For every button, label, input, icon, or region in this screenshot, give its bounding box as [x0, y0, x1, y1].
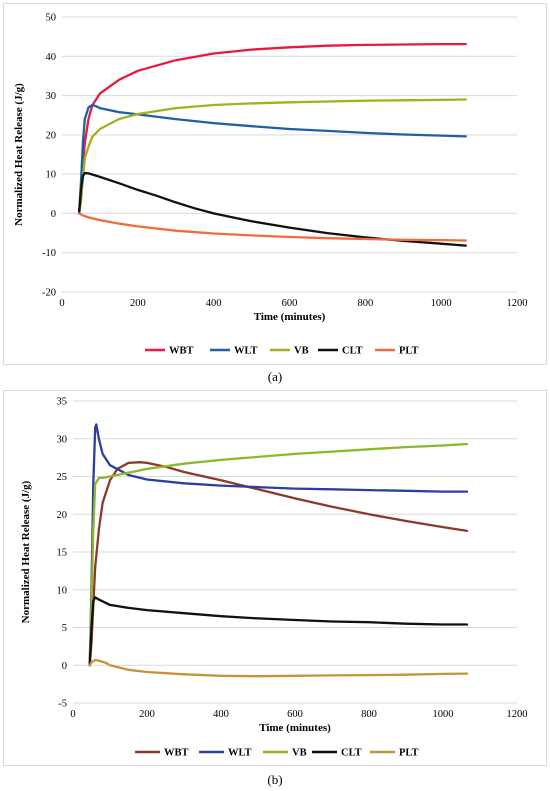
y-tick-label: 0	[62, 661, 67, 672]
y-tick-label: 20	[57, 510, 68, 521]
x-tick-label: 800	[357, 298, 373, 309]
legend-label-wlt: WLT	[234, 346, 258, 357]
x-axis-title: Time (minutes)	[259, 722, 331, 734]
series-line-plt	[88, 658, 469, 678]
y-tick-label: 30	[46, 91, 57, 102]
x-tick-label: 600	[282, 298, 298, 309]
series-line-wbt	[88, 461, 469, 667]
y-tick-label: 0	[51, 209, 56, 220]
chart-panel-a	[3, 3, 547, 365]
series-line-wbt	[77, 42, 467, 215]
x-tick-label: 400	[206, 298, 222, 309]
x-tick-label: 1000	[431, 298, 452, 309]
x-tick-label: 1000	[433, 709, 454, 720]
x-tick-label: 200	[130, 298, 146, 309]
legend-label-wbt: WBT	[164, 748, 189, 759]
y-axis-title: Normalized Heat Release (J/g)	[13, 83, 25, 226]
y-tick-label: 10	[57, 585, 68, 596]
series-line-vb	[77, 98, 467, 215]
y-tick-label: -10	[42, 248, 56, 259]
y-tick-label: 35	[57, 397, 68, 408]
legend-label-plt: PLT	[399, 346, 418, 357]
legend-label-vb: VB	[292, 748, 307, 759]
x-tick-label: 0	[70, 709, 75, 720]
legend-label-clt: CLT	[342, 346, 363, 357]
y-tick-label: 10	[46, 170, 57, 181]
y-tick-label: 30	[57, 434, 68, 445]
legend-label-wbt: WBT	[169, 346, 194, 357]
y-tick-label: 40	[46, 52, 57, 63]
chart-a: -20 -10 0 10 20 30 40 50 0 200 400 600 800 1000 1200 Ti…	[13, 13, 528, 357]
x-tick-label: 600	[287, 709, 303, 720]
series-line-plt	[77, 212, 467, 242]
legend-label-clt: CLT	[341, 748, 362, 759]
y-axis-title: Normalized Heat Release (J/g)	[20, 480, 32, 623]
figure-caption-b: (b)	[267, 772, 283, 787]
y-tick-label: 25	[57, 472, 68, 483]
legend-label-wlt: WLT	[228, 748, 252, 759]
legend-label-vb: VB	[294, 346, 309, 357]
series-line-clt	[88, 596, 469, 667]
y-tick-label: 20	[46, 130, 57, 141]
y-tick-label: 50	[46, 13, 57, 24]
y-tick-label: 5	[62, 623, 67, 634]
x-tick-label: 0	[59, 298, 64, 309]
y-tick-label: 15	[57, 548, 68, 559]
x-tick-label: 800	[361, 709, 377, 720]
x-tick-label: 400	[213, 709, 229, 720]
x-tick-label: 200	[139, 709, 155, 720]
x-axis-title: Time (minutes)	[254, 311, 326, 323]
x-tick-label: 1200	[507, 709, 528, 720]
series-line-wlt	[88, 423, 469, 667]
y-tick-label: -5	[58, 699, 67, 710]
x-tick-label: 1200	[507, 298, 528, 309]
series-line-wlt	[77, 103, 467, 215]
figure-caption-a: (a)	[267, 369, 283, 384]
y-tick-label: -20	[42, 288, 56, 299]
series-line-vb	[88, 442, 469, 667]
legend-label-plt: PLT	[399, 748, 418, 759]
series-line-clt	[77, 171, 467, 247]
